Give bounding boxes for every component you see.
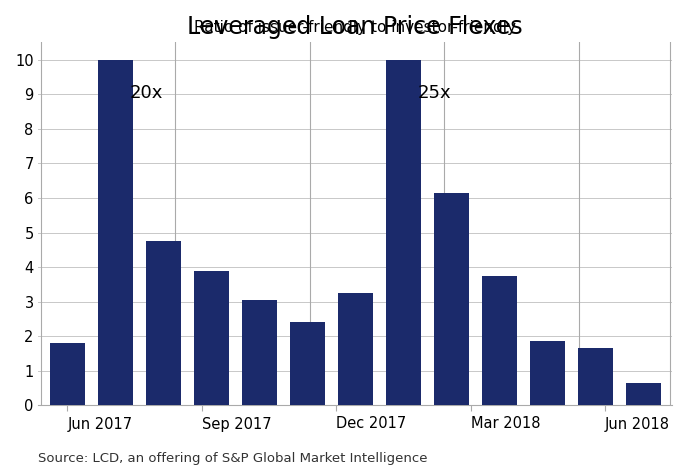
Bar <box>530 341 564 406</box>
Bar <box>434 193 468 406</box>
Bar <box>338 293 373 406</box>
Bar <box>578 348 612 406</box>
Bar <box>386 60 420 406</box>
Text: 20x: 20x <box>130 84 163 102</box>
Bar <box>242 300 277 406</box>
Bar <box>98 60 133 406</box>
Bar <box>194 271 229 406</box>
Bar <box>146 241 181 406</box>
Text: Source: LCD, an offering of S&P Global Market Intelligence: Source: LCD, an offering of S&P Global M… <box>38 452 427 465</box>
Bar <box>482 276 516 406</box>
Bar <box>626 383 661 406</box>
Bar <box>50 343 85 406</box>
Title: Leveraged Loan Price Flexes: Leveraged Loan Price Flexes <box>188 15 523 39</box>
Bar <box>290 322 325 406</box>
Text: Ratio of issuer-friendly to investor-friendly: Ratio of issuer-friendly to investor-fri… <box>195 20 516 35</box>
Text: 25x: 25x <box>418 84 451 102</box>
